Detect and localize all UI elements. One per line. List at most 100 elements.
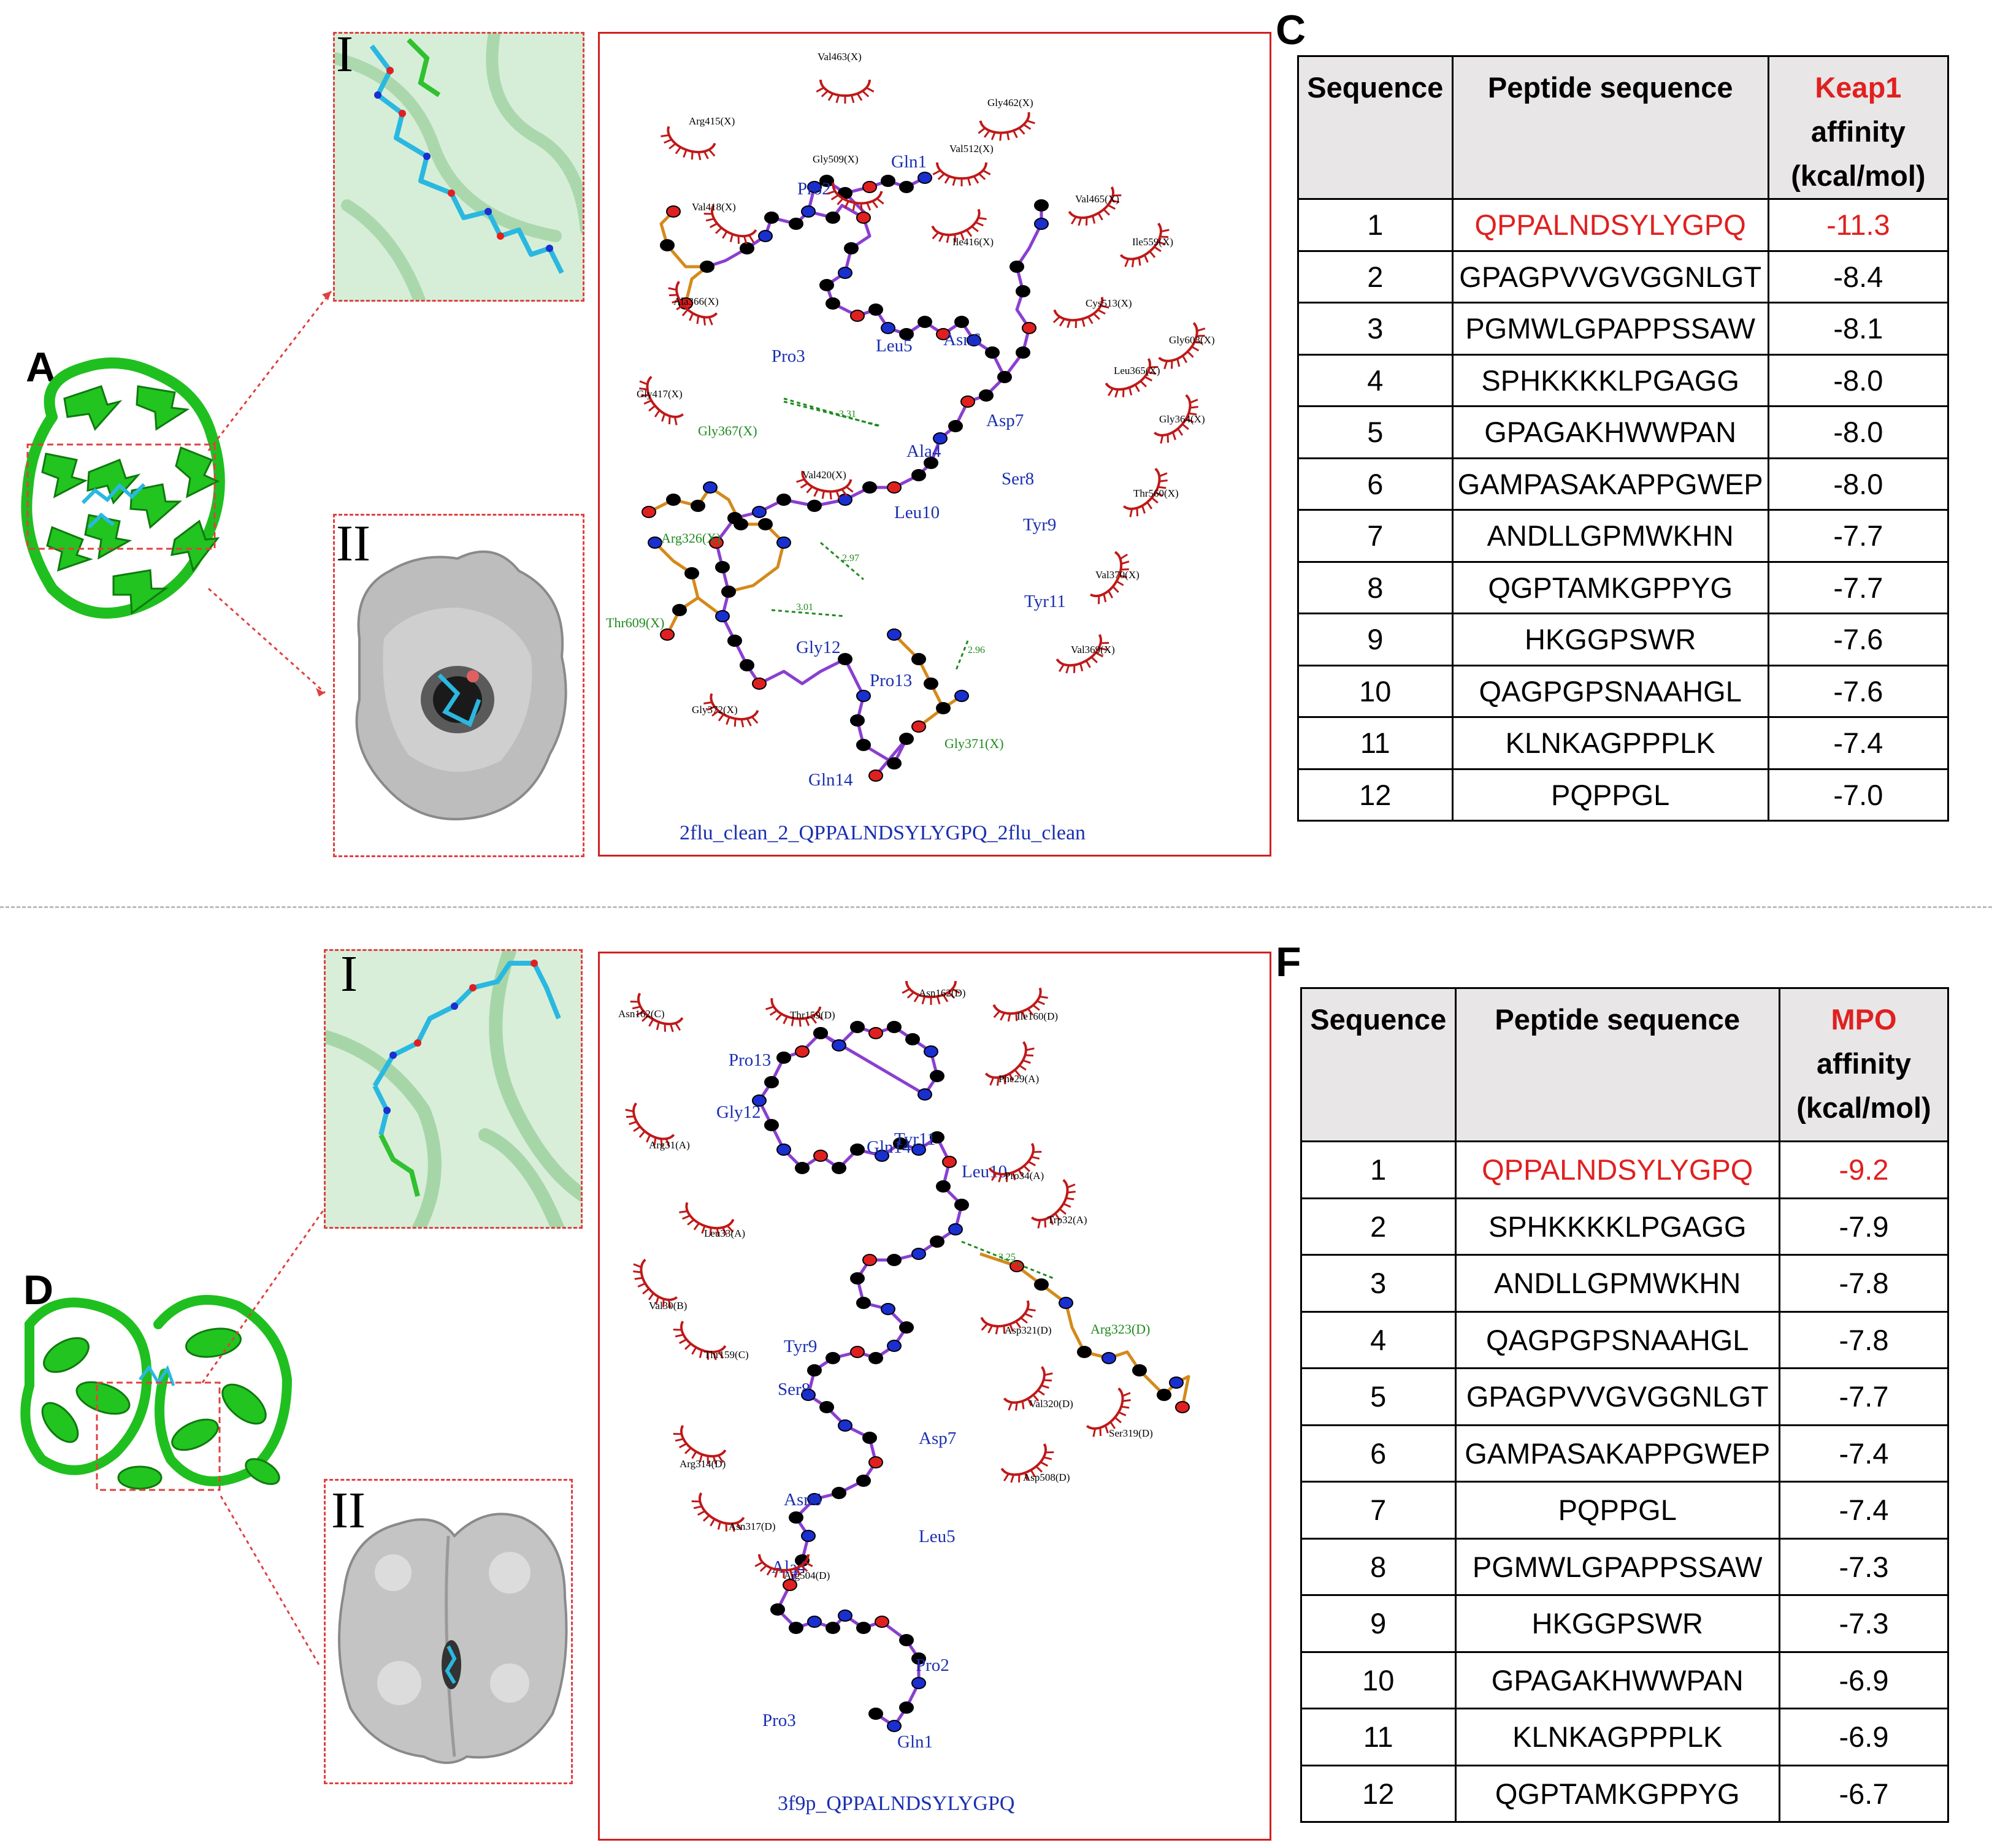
contact-residue-label: Gly509(X)	[813, 153, 859, 165]
hydrophobic-contact-arc	[1068, 186, 1122, 226]
residue-label: Pro13	[870, 671, 912, 690]
table-cell-aff: -8.0	[1767, 457, 1950, 511]
residue-label: Pro2	[916, 1655, 949, 1675]
table-row: 12 PQPPGL -7.0	[1297, 768, 1950, 822]
table-cell-seq: GPAGAKHWWPAN	[1451, 405, 1769, 459]
contact-residue-label: Val463(X)	[818, 51, 862, 63]
atom	[832, 1162, 846, 1174]
atom	[789, 218, 803, 230]
contact-spike	[696, 315, 700, 324]
contact-spike	[1107, 388, 1114, 397]
contact-residue-label: Val512(X)	[949, 143, 994, 155]
contact-arc	[1154, 394, 1192, 437]
contact-residue-label: Ala366(X)	[673, 296, 719, 307]
contact-spike	[987, 1325, 994, 1334]
contact-residue-label: Val418(X)	[692, 201, 736, 213]
contact-spike	[1039, 995, 1048, 999]
zoom-connector-lines-bottom	[201, 1207, 326, 1665]
contact-spike	[1163, 361, 1168, 370]
atom	[826, 1622, 840, 1634]
atom	[850, 714, 865, 727]
contact-residue-label: Asn162(D)	[919, 987, 966, 999]
contact-spike	[1021, 1400, 1025, 1410]
contact-spike	[795, 1567, 802, 1576]
table-cell-n: 8	[1300, 1537, 1457, 1596]
contact-arc	[988, 1143, 1035, 1176]
panel-label-f: F	[1276, 939, 1301, 985]
contact-spike	[1097, 309, 1106, 315]
contact-spike	[1120, 1405, 1130, 1409]
contact-arc	[632, 1102, 675, 1140]
contact-spike	[1012, 1172, 1016, 1180]
hbond-distance: 3.25	[998, 1252, 1016, 1262]
contact-spike	[1122, 1399, 1131, 1402]
hydrophobic-contact-arc	[1086, 1387, 1131, 1437]
contact-arc	[699, 1492, 745, 1525]
contact-spike	[1149, 250, 1156, 258]
contact-spike	[1043, 1379, 1052, 1382]
atom	[936, 702, 951, 714]
contact-spike	[906, 991, 914, 999]
atom	[807, 1364, 822, 1376]
contact-spike	[1119, 553, 1128, 560]
contact-spike	[711, 710, 719, 717]
contact-spike	[1027, 1308, 1036, 1312]
contact-residue-label: Pro34(A)	[1005, 1170, 1044, 1182]
contact-spike	[655, 1296, 660, 1305]
atom	[740, 242, 754, 254]
contact-arc	[1053, 297, 1104, 322]
hydrophobic-contact-arc	[1154, 394, 1198, 444]
atom	[826, 212, 840, 224]
contact-arc	[770, 998, 822, 1020]
ligplot-mpo-caption: 3f9p_QPPALNDSYLYGPQ	[778, 1792, 1015, 1815]
residue-label: Asp7	[919, 1429, 956, 1448]
contact-arc	[637, 993, 684, 1026]
table-cell-n: 9	[1300, 1594, 1457, 1653]
contact-spike	[689, 313, 694, 321]
atom	[764, 212, 779, 224]
table-cell-n: 1	[1297, 198, 1454, 252]
contact-spike	[754, 1561, 764, 1567]
contact-spike	[634, 1277, 643, 1280]
contact-spike	[1063, 1202, 1071, 1208]
contact-spike	[1157, 486, 1166, 489]
contact-spike	[703, 1514, 710, 1522]
contact-spike	[716, 1228, 720, 1237]
table-row: 8 QGPTAMKGPPYG -7.7	[1297, 560, 1950, 614]
contact-spike	[1043, 1456, 1052, 1460]
contact-spike	[718, 1454, 724, 1464]
hydrophobic-contact-arc	[978, 112, 1035, 141]
contact-spike	[1085, 660, 1091, 668]
atom	[954, 690, 969, 702]
table-cell-seq: PGMWLGPAPPSSAW	[1454, 1537, 1780, 1596]
atom	[899, 328, 914, 340]
contact-spike	[1037, 1220, 1041, 1229]
table-cell-n: 12	[1297, 768, 1454, 822]
atom	[807, 500, 822, 512]
atom	[838, 494, 852, 506]
atom	[776, 536, 791, 549]
atom	[997, 371, 1012, 383]
atom	[826, 1352, 840, 1364]
table-cell-seq: PQPPGL	[1451, 768, 1769, 822]
atom	[672, 604, 687, 616]
atom	[752, 506, 767, 518]
contact-residue-label: Gly603(X)	[1169, 334, 1215, 346]
contact-spike	[1188, 412, 1197, 416]
contact-spike	[983, 130, 990, 138]
table-cell-seq: ANDLLGPMWKHN	[1451, 509, 1769, 563]
contact-spike	[978, 216, 987, 220]
residue-label: Ala4	[906, 441, 941, 461]
contact-spike	[630, 1001, 639, 1003]
contact-spike	[766, 1567, 773, 1576]
hydrophobic-contact-arc	[1119, 223, 1170, 267]
contact-spike	[1187, 351, 1194, 358]
contact-arc	[640, 1258, 678, 1301]
contact-spike	[1049, 1216, 1054, 1225]
ligplot-mpo-diagram: 3.25Arg323(D)Gln1Pro2Pro3Ala4Leu5Asn6Asp…	[618, 980, 1190, 1752]
atom	[1101, 1352, 1116, 1364]
contact-spike	[952, 177, 957, 186]
inset-label-ii-bottom: II	[331, 1482, 366, 1539]
table-cell-seq: SPHKKKKLPGAGG	[1454, 1197, 1780, 1256]
atom	[868, 304, 883, 316]
